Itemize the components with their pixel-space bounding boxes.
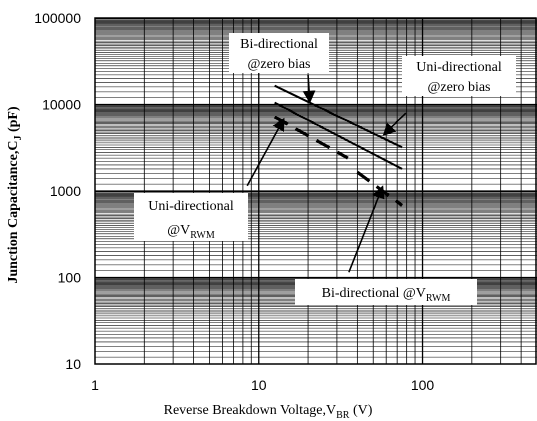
y-tick-label: 1000 (50, 183, 81, 199)
x-tick-label: 100 (411, 377, 435, 393)
tick-labels: 10 100 1000 10000 100000 1 10 100 (34, 10, 434, 393)
y-tick-label: 10000 (42, 97, 81, 113)
y-axis-label-main: Junction Capacitance,C (6, 141, 21, 284)
x-axis-label-main: Reverse Breakdown Voltage,V (164, 403, 337, 418)
annotation-arrow (382, 112, 407, 137)
x-axis-label-sub: BR (336, 410, 350, 421)
x-tick-label: 1 (91, 377, 99, 393)
annotation-text-main: @zero bias (427, 80, 490, 95)
y-axis-label-sub: J (13, 136, 24, 141)
annotation-text: Bi-directional @VRWM (322, 286, 451, 304)
annotation-text-main: @V (167, 223, 190, 238)
series-line (274, 84, 403, 149)
x-axis-label-unit: (V) (349, 403, 372, 418)
annotation-text: @zero bias (427, 80, 490, 95)
grid (95, 18, 537, 364)
annotation-text: @VRWM (167, 223, 215, 241)
y-tick-label: 100000 (34, 10, 81, 26)
annotation-text-main: Uni-directional (416, 60, 502, 75)
y-tick-label: 10 (65, 356, 81, 372)
annotation-text: Bi-directional (240, 37, 318, 52)
annotation-text-sub: RWM (190, 230, 215, 241)
annotation-box (134, 193, 248, 241)
annotations: Bi-directional @zero bias Uni-directional @… (134, 33, 516, 305)
series-line (273, 115, 349, 160)
annotation-text-main: Bi-directional @V (322, 286, 426, 301)
annotation-arrow (246, 117, 285, 187)
annotation-text: Uni-directional (416, 60, 502, 75)
annotation-text-main: Uni-directional (148, 199, 234, 214)
x-tick-label: 10 (251, 377, 267, 393)
x-axis-label: Reverse Breakdown Voltage,VBR (V) (164, 403, 373, 421)
annotation-arrow (348, 185, 385, 273)
annotation-text-main: Bi-directional (240, 37, 318, 52)
annotation-box (295, 279, 477, 305)
series-line (274, 101, 403, 170)
y-tick-label: 100 (58, 270, 82, 286)
annotation-box (229, 33, 329, 73)
annotation-arrow (302, 74, 316, 104)
y-axis-label-unit: (pF) (6, 106, 21, 136)
annotation-text: Uni-directional (148, 199, 234, 214)
annotation-box (402, 56, 516, 96)
annotation-text-main: @zero bias (247, 57, 310, 72)
annotation-text-sub: RWM (426, 293, 451, 304)
annotation-text: @zero bias (247, 57, 310, 72)
plot-frame (94, 17, 537, 365)
y-axis-label: Junction Capacitance,CJ (pF) (6, 106, 24, 284)
